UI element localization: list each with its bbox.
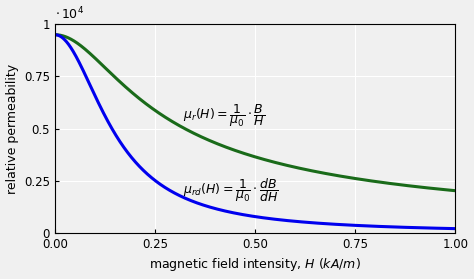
X-axis label: magnetic field intensity, $H$ $(kA/m)$: magnetic field intensity, $H$ $(kA/m)$: [149, 256, 361, 273]
Text: $\cdot\,10^4$: $\cdot\,10^4$: [55, 6, 84, 22]
Y-axis label: relative permeability: relative permeability: [6, 64, 18, 194]
Text: $\mu_{rd}(H) = \dfrac{1}{\mu_0} \cdot \dfrac{dB}{dH}$: $\mu_{rd}(H) = \dfrac{1}{\mu_0} \cdot \d…: [183, 176, 279, 204]
Text: $\mu_r(H) = \dfrac{1}{\mu_0} \cdot \dfrac{B}{H}$: $\mu_r(H) = \dfrac{1}{\mu_0} \cdot \dfra…: [183, 102, 265, 129]
